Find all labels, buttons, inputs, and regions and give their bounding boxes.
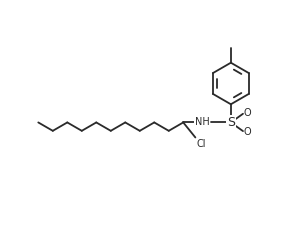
Text: S: S (227, 116, 235, 129)
Text: NH: NH (195, 117, 209, 128)
Text: O: O (244, 127, 251, 137)
Text: O: O (244, 108, 251, 118)
Text: Cl: Cl (196, 139, 206, 149)
